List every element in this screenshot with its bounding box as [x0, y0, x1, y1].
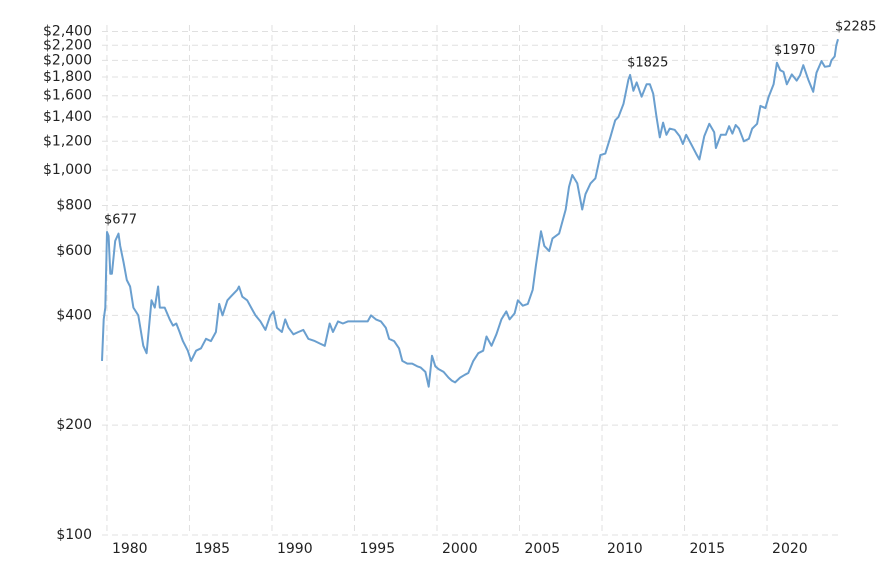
y-tick-label: $600 — [56, 243, 92, 259]
x-tick-label: 2000 — [442, 541, 478, 557]
x-tick-label: 1990 — [277, 541, 313, 557]
annotation: $2285 — [835, 20, 876, 35]
y-tick-label: $400 — [56, 307, 92, 323]
annotation: $1970 — [774, 43, 815, 58]
y-tick-label: $1,000 — [43, 162, 92, 178]
y-tick-label: $2,200 — [43, 37, 92, 53]
y-tick-label: $200 — [56, 417, 92, 433]
x-tick-label: 2015 — [690, 541, 726, 557]
x-tick-label: 1995 — [359, 541, 395, 557]
x-tick-label: 2005 — [525, 541, 561, 557]
y-tick-label: $100 — [56, 527, 92, 543]
y-tick-label: $1,600 — [43, 88, 92, 104]
y-tick-label: $1,400 — [43, 109, 92, 125]
x-tick-label: 2020 — [772, 541, 808, 557]
y-tick-label: $1,200 — [43, 133, 92, 149]
x-tick-label: 1985 — [194, 541, 230, 557]
price-line — [101, 38, 839, 388]
y-tick-label: $1,800 — [43, 69, 92, 85]
y-tick-label: $2,000 — [43, 52, 92, 68]
y-tick-label: $800 — [56, 198, 92, 214]
annotation: $1825 — [627, 55, 668, 70]
annotation: $677 — [104, 212, 137, 227]
x-tick-label: 1980 — [112, 541, 148, 557]
x-tick-label: 2010 — [607, 541, 643, 557]
y-tick-label: $2,400 — [43, 23, 92, 39]
